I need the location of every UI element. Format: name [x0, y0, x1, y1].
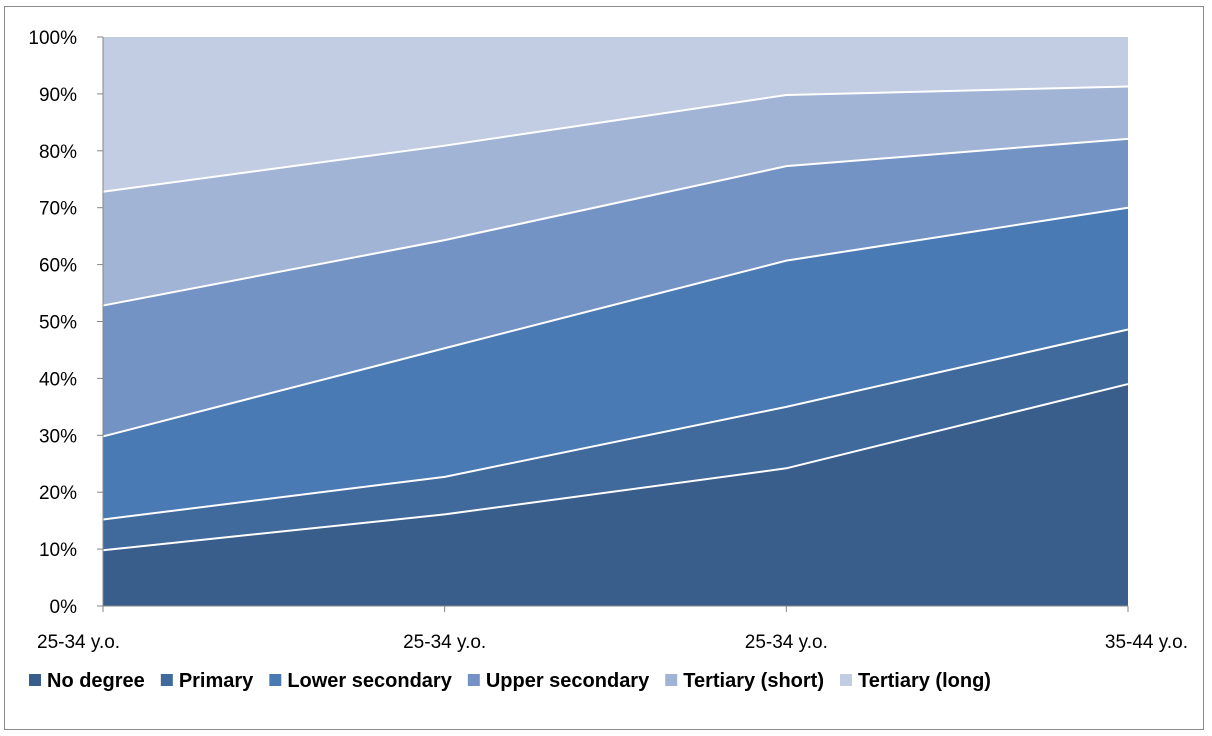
legend-swatch — [839, 674, 852, 686]
boundary-line-no-degree — [102, 383, 1129, 552]
y-tick-label: 90% — [39, 85, 77, 106]
legend-label: No degree — [47, 670, 145, 692]
y-tick-label: 100% — [28, 28, 77, 49]
y-tick-label: 80% — [39, 142, 77, 163]
boundary-line-lower-secondary — [102, 206, 1129, 438]
y-tick-label: 20% — [39, 483, 77, 504]
area-tertiary-long — [103, 37, 1128, 192]
legend-swatch — [665, 674, 678, 686]
area-no-degree — [103, 384, 1128, 606]
legend-label: Tertiary (long) — [858, 670, 991, 692]
y-tick-label: 60% — [39, 256, 77, 277]
legend-label: Lower secondary — [287, 670, 452, 692]
legend-label: Upper secondary — [486, 670, 650, 692]
axes-group: 0% 10% 20% 30% 40% 50% 60% 70% 80% 90% 100% 25-34 y… — [28, 28, 1188, 653]
y-tick-label: 0% — [50, 597, 78, 618]
area-tertiary-short — [103, 86, 1128, 306]
x-tick-label: 25-34 y.o. — [403, 632, 486, 653]
y-tick-label: 50% — [39, 313, 77, 334]
legend-swatch — [160, 674, 173, 686]
area-lower-secondary — [103, 207, 1128, 520]
chart-frame: 0% 10% 20% 30% 40% 50% 60% 70% 80% 90% 100% 25-34 y… — [4, 6, 1204, 730]
area-upper-secondary — [103, 138, 1128, 437]
y-tick-label: 30% — [39, 426, 77, 447]
x-tick-label: 25-34 y.o. — [37, 632, 120, 653]
boundary-line-upper-secondary — [102, 137, 1129, 307]
area-series-group — [102, 37, 1129, 606]
y-tick-label: 10% — [39, 540, 77, 561]
legend-label: Primary — [179, 670, 254, 692]
y-tick-label: 40% — [39, 369, 77, 390]
area-primary — [103, 329, 1128, 551]
legend-swatch — [467, 674, 480, 686]
legend-label: Tertiary (short) — [683, 670, 824, 692]
x-tick-label: 25-34 y.o. — [745, 632, 828, 653]
stacked-area-chart: 0% 10% 20% 30% 40% 50% 60% 70% 80% 90% 100% 25-34 y… — [28, 28, 1188, 692]
legend: No degree Primary Lower secondary Upper sec… — [29, 670, 991, 692]
boundary-line-tertiary-short — [102, 85, 1129, 193]
legend-swatch — [269, 674, 282, 686]
y-tick-label: 70% — [39, 199, 77, 220]
x-tick-label: 35-44 y.o. — [1105, 632, 1188, 653]
legend-swatch — [29, 674, 41, 686]
boundary-line-primary — [102, 328, 1129, 521]
